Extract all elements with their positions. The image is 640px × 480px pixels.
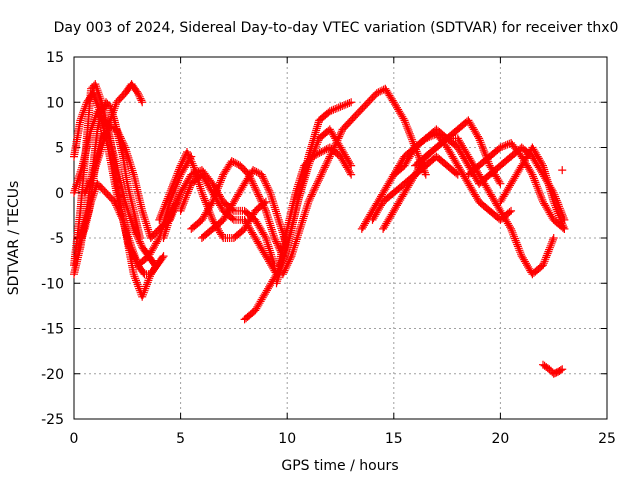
axis-ticks: 0 5 10 15 20 25 -25 -20 -15 -10 -5 0 5 10 15 (41, 50, 616, 447)
y-tick-label: -20 (41, 367, 64, 383)
data-point-markers (539, 360, 567, 378)
x-tick-label: 15 (385, 431, 403, 447)
data-point-markers (389, 129, 516, 224)
data-points (70, 80, 569, 378)
x-tick-label: 5 (176, 431, 185, 447)
data-point-markers (464, 139, 569, 233)
data-point-markers (496, 143, 569, 233)
y-tick-label: -10 (41, 276, 64, 292)
data-point-markers (274, 143, 356, 270)
series-arc-y (539, 360, 567, 378)
data-point-markers (159, 166, 279, 270)
x-tick-label: 0 (70, 431, 79, 447)
series-arc-p (278, 84, 430, 279)
data-point-markers (558, 166, 567, 175)
x-tick-label: 10 (278, 431, 296, 447)
series-arc-x (496, 143, 569, 233)
series-arc-g (70, 98, 145, 279)
chart-title: Day 003 of 2024, Sidereal Day-to-day VTE… (54, 20, 619, 36)
x-tick-label: 20 (491, 431, 509, 447)
y-tick-label: -15 (41, 322, 64, 338)
x-tick-label: 25 (598, 431, 616, 447)
series-arc-i (159, 166, 279, 270)
series-arc-v (464, 139, 569, 233)
series-arc-l (197, 166, 292, 252)
data-point-markers (70, 98, 145, 279)
series-arc-j (176, 170, 281, 279)
y-tick-label: 5 (55, 141, 64, 157)
series-arc-o (274, 143, 356, 270)
series-arc-t (389, 129, 516, 224)
series-point-z (558, 166, 567, 175)
data-point-markers (197, 166, 292, 252)
data-point-markers (278, 84, 430, 279)
x-axis-label: GPS time / hours (281, 458, 398, 474)
y-tick-label: 15 (46, 50, 64, 66)
y-axis-label: SDTVAR / TECUs (6, 181, 22, 296)
y-tick-label: 10 (46, 95, 64, 111)
series-arc-u (411, 134, 558, 279)
data-point-markers (411, 134, 558, 279)
y-tick-label: -5 (50, 231, 64, 247)
y-tick-label: 0 (55, 186, 64, 202)
data-point-markers (176, 170, 281, 279)
y-tick-label: -25 (41, 412, 64, 428)
